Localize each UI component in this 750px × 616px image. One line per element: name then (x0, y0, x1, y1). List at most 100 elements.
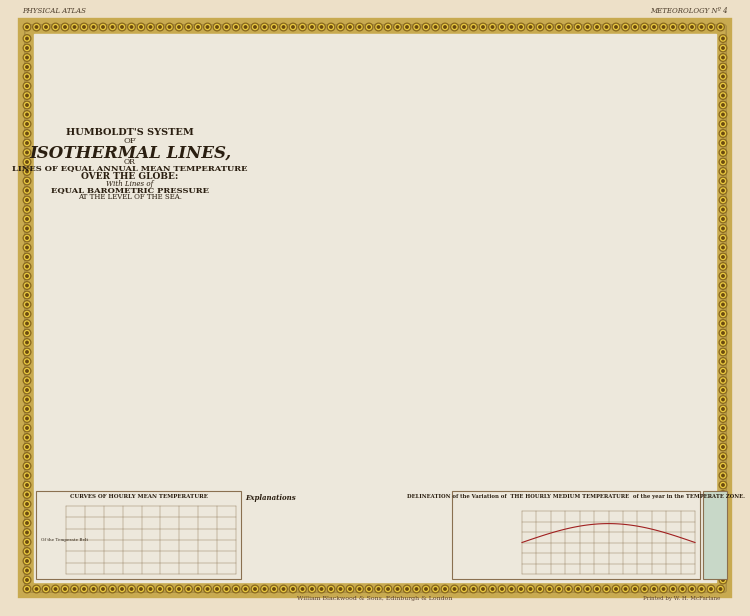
Circle shape (158, 586, 163, 591)
Text: OF: OF (124, 137, 136, 145)
Circle shape (26, 588, 28, 590)
Circle shape (721, 84, 725, 89)
Circle shape (261, 585, 268, 593)
Circle shape (719, 567, 727, 574)
Circle shape (722, 265, 724, 268)
Circle shape (26, 161, 28, 163)
Circle shape (26, 237, 28, 239)
Circle shape (722, 246, 724, 249)
Circle shape (722, 322, 724, 325)
Circle shape (23, 291, 31, 299)
Bar (34, 34, 716, 582)
Circle shape (327, 585, 334, 593)
Circle shape (718, 25, 723, 30)
Circle shape (719, 348, 727, 356)
Circle shape (188, 26, 190, 28)
Circle shape (719, 386, 727, 394)
Circle shape (82, 588, 86, 590)
Circle shape (25, 568, 29, 573)
Circle shape (679, 585, 686, 593)
Circle shape (26, 256, 28, 258)
Circle shape (387, 588, 389, 590)
Circle shape (721, 112, 725, 117)
Circle shape (25, 368, 29, 373)
Circle shape (26, 152, 28, 154)
Circle shape (528, 586, 533, 591)
Circle shape (25, 36, 29, 41)
Circle shape (92, 26, 94, 28)
Circle shape (263, 588, 266, 590)
Circle shape (129, 25, 134, 30)
Circle shape (722, 275, 724, 277)
Circle shape (719, 253, 727, 261)
Circle shape (661, 25, 666, 30)
Circle shape (622, 23, 629, 31)
Circle shape (376, 586, 381, 591)
Circle shape (35, 588, 38, 590)
Circle shape (310, 25, 314, 30)
Circle shape (196, 25, 200, 30)
Circle shape (338, 586, 343, 591)
Circle shape (662, 26, 664, 28)
Circle shape (25, 140, 29, 145)
Circle shape (640, 585, 648, 593)
Circle shape (615, 26, 617, 28)
Circle shape (721, 331, 725, 336)
Text: PHYSICAL ATLAS: PHYSICAL ATLAS (22, 7, 86, 15)
Circle shape (719, 44, 727, 52)
Circle shape (719, 158, 727, 166)
Polygon shape (441, 240, 489, 284)
Circle shape (387, 26, 389, 28)
Circle shape (26, 26, 28, 28)
Circle shape (368, 26, 370, 28)
Circle shape (25, 501, 29, 506)
Circle shape (23, 225, 31, 232)
Circle shape (148, 586, 153, 591)
Circle shape (652, 586, 656, 591)
Circle shape (721, 530, 725, 535)
Circle shape (128, 585, 135, 593)
Circle shape (721, 131, 725, 136)
Circle shape (442, 586, 448, 591)
Circle shape (243, 586, 248, 591)
Circle shape (26, 455, 28, 458)
Circle shape (281, 25, 286, 30)
Circle shape (33, 585, 40, 593)
Circle shape (634, 26, 636, 28)
Circle shape (719, 320, 727, 327)
Circle shape (54, 26, 57, 28)
Circle shape (699, 25, 704, 30)
Circle shape (721, 93, 725, 98)
Circle shape (719, 529, 727, 537)
Circle shape (688, 585, 696, 593)
Circle shape (719, 197, 727, 204)
Circle shape (99, 23, 106, 31)
Circle shape (25, 274, 29, 278)
Circle shape (23, 491, 31, 498)
Circle shape (722, 294, 724, 296)
Circle shape (242, 23, 249, 31)
Text: P A C I F I C: P A C I F I C (74, 200, 127, 208)
Circle shape (26, 569, 28, 572)
Circle shape (223, 23, 230, 31)
Circle shape (719, 262, 727, 270)
Circle shape (25, 302, 29, 307)
Text: Printed by W. H. McFarlane: Printed by W. H. McFarlane (643, 596, 720, 601)
Circle shape (470, 23, 477, 31)
Circle shape (26, 541, 28, 543)
Circle shape (719, 310, 727, 318)
Circle shape (461, 586, 466, 591)
Text: NORTH
AMERICA: NORTH AMERICA (157, 182, 203, 201)
Circle shape (140, 26, 142, 28)
Circle shape (719, 434, 727, 441)
Circle shape (722, 389, 724, 391)
Circle shape (721, 521, 725, 525)
Circle shape (722, 66, 724, 68)
Circle shape (722, 399, 724, 400)
Circle shape (310, 588, 314, 590)
Circle shape (282, 588, 285, 590)
Circle shape (290, 25, 296, 30)
Circle shape (722, 227, 724, 230)
Circle shape (538, 586, 542, 591)
Circle shape (251, 585, 259, 593)
